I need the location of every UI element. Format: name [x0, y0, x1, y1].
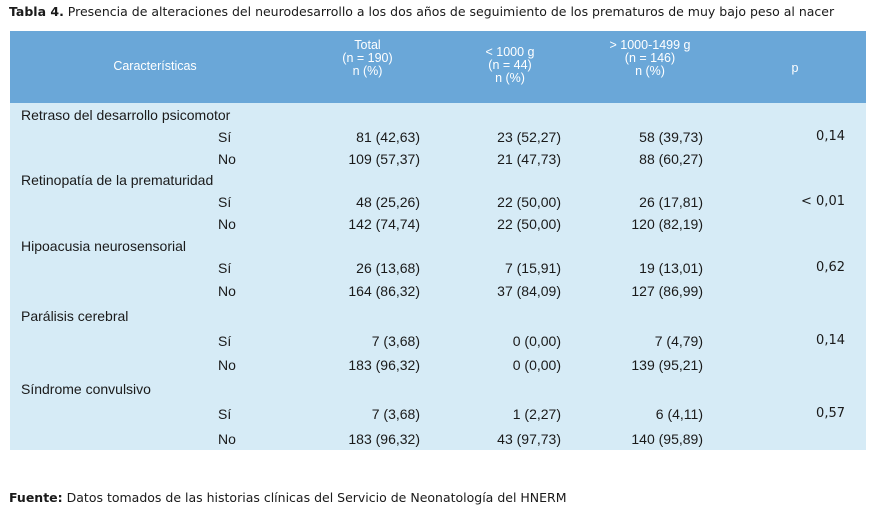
- header-lt1000-line2: (n = 44): [488, 58, 532, 72]
- cell-gt1000: 139 (95,21): [631, 357, 703, 373]
- cell-gt1000: 88 (60,27): [639, 151, 703, 167]
- cell-lt1000: 37 (84,09): [497, 283, 561, 299]
- header-total: Total (n = 190) n (%): [310, 39, 425, 78]
- cell-gt1000: 120 (82,19): [631, 216, 703, 232]
- cell-total: 109 (57,37): [348, 151, 420, 167]
- cell-total: 164 (86,32): [348, 283, 420, 299]
- header-p: p: [791, 61, 799, 75]
- header-gt1000-line1: > 1000-1499 g: [609, 38, 691, 52]
- header-lt1000: < 1000 g (n = 44) n (%): [455, 46, 565, 85]
- table-caption: Tabla 4. Presencia de alteraciones del n…: [9, 4, 834, 19]
- group-label-retinopatia: Retinopatía de la prematuridad: [21, 172, 214, 188]
- cell-p: 0,14: [816, 333, 845, 348]
- row-sub: No: [218, 151, 236, 167]
- cell-lt1000: 0 (0,00): [512, 357, 561, 373]
- cell-lt1000: 43 (97,73): [497, 431, 561, 447]
- header-lt1000-line1: < 1000 g: [485, 45, 535, 59]
- cell-total: 48 (25,26): [356, 194, 420, 210]
- cell-p: 0,57: [816, 406, 845, 421]
- cell-lt1000: 1 (2,27): [512, 406, 561, 422]
- cell-gt1000: 26 (17,81): [639, 194, 703, 210]
- cell-lt1000: 23 (52,27): [497, 129, 561, 145]
- cell-lt1000: 7 (15,91): [504, 260, 561, 276]
- cell-p: 0,14: [816, 129, 845, 144]
- cell-total: 142 (74,74): [348, 216, 420, 232]
- cell-lt1000: 21 (47,73): [497, 151, 561, 167]
- cell-total: 7 (3,68): [371, 406, 420, 422]
- cell-total: 7 (3,68): [371, 333, 420, 349]
- header-lt1000-line3: n (%): [495, 71, 525, 85]
- data-table: Características Total (n = 190) n (%) < …: [10, 31, 866, 450]
- row-sub: No: [218, 216, 236, 232]
- cell-lt1000: 0 (0,00): [512, 333, 561, 349]
- row-sub: Sí: [218, 194, 232, 210]
- header-total-line1: Total: [354, 38, 381, 52]
- cell-p: < 0,01: [801, 194, 845, 209]
- cell-total: 183 (96,32): [348, 431, 420, 447]
- cell-gt1000: 6 (4,11): [655, 406, 703, 422]
- table-source-note: Fuente: Datos tomados de las historias c…: [9, 490, 567, 505]
- header-total-line3: n (%): [352, 64, 383, 78]
- group-label-convulsivo: Síndrome convulsivo: [21, 381, 151, 397]
- table-header: Características Total (n = 190) n (%) < …: [10, 31, 866, 103]
- group-label-psicomotor: Retraso del desarrollo psicomotor: [21, 107, 231, 123]
- row-sub: No: [218, 357, 236, 373]
- caption-text: Presencia de alteraciones del neurodesar…: [63, 4, 835, 19]
- cell-lt1000: 22 (50,00): [497, 216, 561, 232]
- footer-label: Fuente:: [9, 490, 63, 505]
- header-gt1000: > 1000-1499 g (n = 146) n (%): [590, 39, 710, 78]
- cell-lt1000: 22 (50,00): [497, 194, 561, 210]
- header-gt1000-line2: (n = 146): [624, 51, 676, 65]
- row-sub: No: [218, 431, 236, 447]
- cell-total: 81 (42,63): [356, 129, 420, 145]
- caption-label: Tabla 4.: [9, 4, 64, 19]
- cell-total: 26 (13,68): [356, 260, 420, 276]
- group-label-paralisis: Parálisis cerebral: [21, 308, 129, 324]
- row-sub: No: [218, 283, 236, 299]
- header-total-line2: (n = 190): [342, 51, 393, 65]
- cell-gt1000: 127 (86,99): [631, 283, 703, 299]
- group-label-hipoacusia: Hipoacusia neurosensorial: [21, 238, 186, 254]
- row-sub: Sí: [218, 129, 232, 145]
- cell-p: 0,62: [816, 260, 845, 275]
- row-sub: Sí: [218, 406, 232, 422]
- cell-gt1000: 58 (39,73): [639, 129, 703, 145]
- cell-gt1000: 19 (13,01): [639, 260, 703, 276]
- row-sub: Sí: [218, 333, 232, 349]
- row-sub: Sí: [218, 260, 232, 276]
- header-gt1000-line3: n (%): [635, 64, 665, 78]
- footer-text: Datos tomados de las historias clínicas …: [62, 490, 567, 505]
- cell-gt1000: 140 (95,89): [631, 431, 703, 447]
- header-characteristics: Características: [113, 59, 197, 73]
- cell-gt1000: 7 (4,79): [654, 333, 703, 349]
- cell-total: 183 (96,32): [348, 357, 420, 373]
